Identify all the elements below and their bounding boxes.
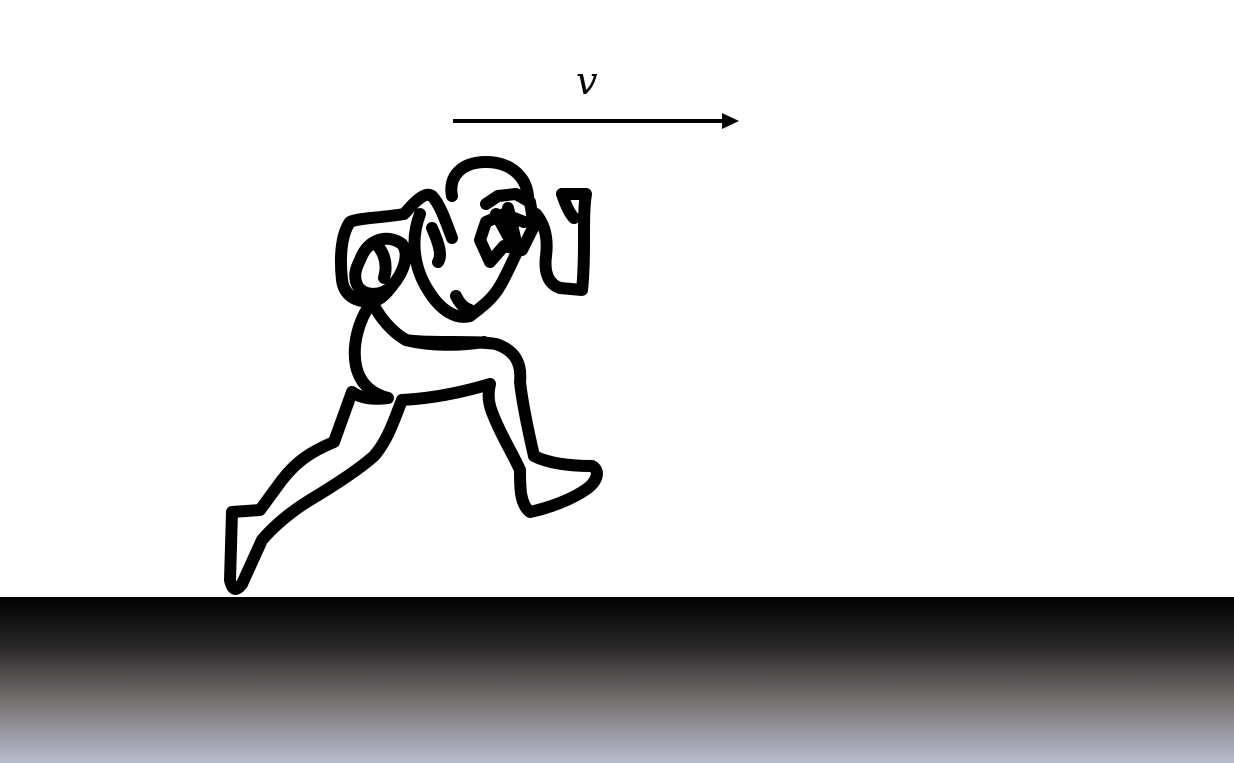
back (400, 188, 458, 244)
velocity-label: v (576, 59, 598, 103)
back-leg (224, 296, 408, 595)
torso-front (408, 208, 476, 323)
raised-arm (530, 188, 592, 296)
ground (0, 597, 1234, 763)
helmet (445, 156, 534, 202)
football-player-figure (224, 156, 603, 595)
front-leg (396, 334, 603, 518)
football (349, 232, 412, 300)
velocity-arrow (453, 113, 739, 129)
